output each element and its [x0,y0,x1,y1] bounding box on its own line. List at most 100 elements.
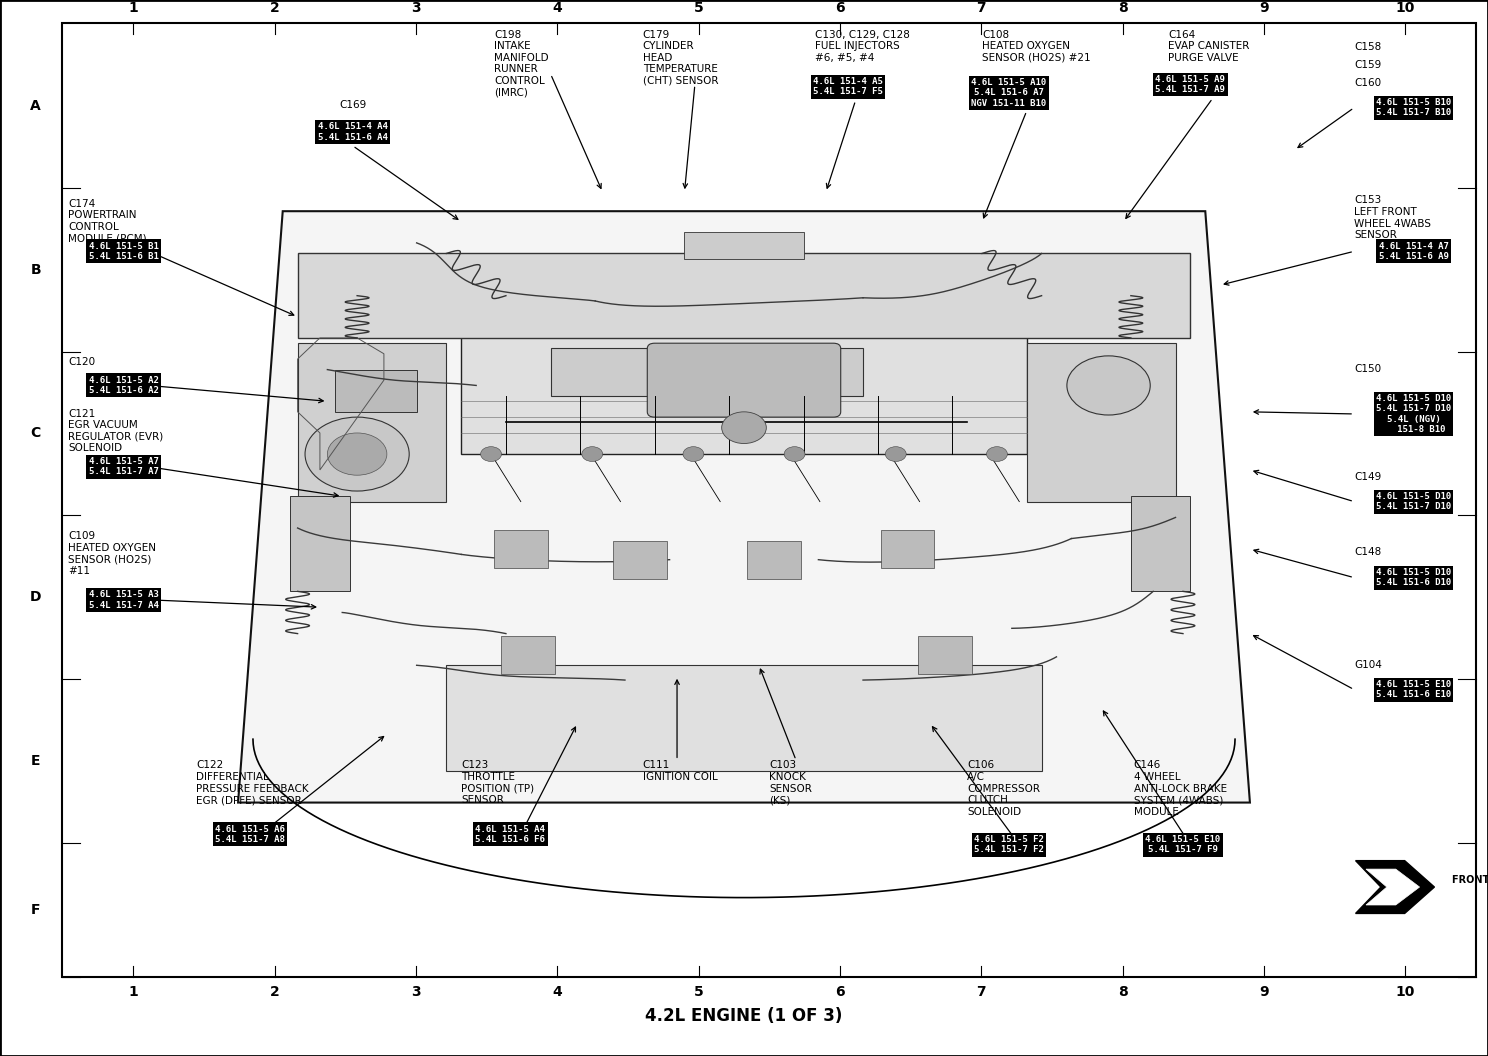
Text: 4.6L 151-5 A3
5.4L 151-7 A4: 4.6L 151-5 A3 5.4L 151-7 A4 [89,590,158,609]
Bar [613,541,667,579]
Bar [551,348,744,396]
Circle shape [784,447,805,461]
Bar [446,665,1042,771]
Text: 4.6L 151-5 E10
5.4L 151-7 F9: 4.6L 151-5 E10 5.4L 151-7 F9 [1146,835,1220,854]
Text: 4.6L 151-5 A7
5.4L 151-7 A7: 4.6L 151-5 A7 5.4L 151-7 A7 [89,457,158,476]
Text: 4.6L 151-5 D10
5.4L 151-6 D10: 4.6L 151-5 D10 5.4L 151-6 D10 [1376,568,1451,587]
Text: C106
A/C
COMPRESSOR
CLUTCH
SOLENOID: C106 A/C COMPRESSOR CLUTCH SOLENOID [967,760,1040,816]
Text: 1: 1 [128,1,138,15]
Bar [501,636,555,674]
Text: 4: 4 [552,1,562,15]
Text: 7: 7 [976,985,987,999]
Bar [290,496,350,591]
Text: C148: C148 [1354,547,1381,557]
Bar [1131,496,1190,591]
Circle shape [987,447,1007,461]
Text: C109
HEATED OXYGEN
SENSOR (HO2S)
#11: C109 HEATED OXYGEN SENSOR (HO2S) #11 [68,531,156,576]
Text: 6: 6 [835,1,845,15]
Text: F: F [31,903,40,917]
Text: D: D [30,590,42,604]
Text: C108
HEATED OXYGEN
SENSOR (HO2S) #21: C108 HEATED OXYGEN SENSOR (HO2S) #21 [982,30,1091,62]
Text: 7: 7 [976,1,987,15]
Text: 4.2L ENGINE (1 OF 3): 4.2L ENGINE (1 OF 3) [646,1006,842,1025]
Text: 5: 5 [693,1,704,15]
Text: A: A [30,98,42,113]
Text: C198
INTAKE
MANIFOLD
RUNNER
CONTROL
(IMRC): C198 INTAKE MANIFOLD RUNNER CONTROL (IMR… [494,30,549,97]
Text: C103
KNOCK
SENSOR
(KS): C103 KNOCK SENSOR (KS) [769,760,812,805]
Text: C: C [31,427,40,440]
Text: E: E [31,754,40,768]
Text: 9: 9 [1259,1,1269,15]
Bar [918,636,972,674]
Text: 4.6L 151-5 A2
5.4L 151-6 A2: 4.6L 151-5 A2 5.4L 151-6 A2 [89,376,158,395]
Text: C179
CYLINDER
HEAD
TEMPERATURE
(CHT) SENSOR: C179 CYLINDER HEAD TEMPERATURE (CHT) SEN… [643,30,719,86]
Text: 4.6L 151-5 A6
5.4L 151-7 A8: 4.6L 151-5 A6 5.4L 151-7 A8 [216,825,284,844]
Text: G104: G104 [1354,660,1382,670]
Text: C123
THROTTLE
POSITION (TP)
SENSOR: C123 THROTTLE POSITION (TP) SENSOR [461,760,534,805]
Text: 4.6L 151-5 D10
5.4L 151-7 D10: 4.6L 151-5 D10 5.4L 151-7 D10 [1376,492,1451,511]
Circle shape [683,447,704,461]
Text: 5: 5 [693,985,704,999]
Text: 4.6L 151-5 B1
5.4L 151-6 B1: 4.6L 151-5 B1 5.4L 151-6 B1 [89,242,158,261]
Bar [494,530,548,568]
Text: 4.6L 151-4 A7
5.4L 151-6 A9: 4.6L 151-4 A7 5.4L 151-6 A9 [1379,242,1448,261]
Text: 2: 2 [269,1,280,15]
FancyBboxPatch shape [647,343,841,417]
Circle shape [305,417,409,491]
Bar [298,343,446,502]
Bar [298,253,1190,338]
Bar [744,348,863,396]
Text: 1: 1 [128,985,138,999]
Text: C153
LEFT FRONT
WHEEL 4WABS
SENSOR: C153 LEFT FRONT WHEEL 4WABS SENSOR [1354,195,1431,240]
Bar [747,541,801,579]
Text: C164
EVAP CANISTER
PURGE VALVE: C164 EVAP CANISTER PURGE VALVE [1168,30,1250,62]
Text: C120: C120 [68,357,95,366]
Text: 3: 3 [411,1,421,15]
Bar [335,370,417,412]
Text: C174
POWERTRAIN
CONTROL
MODULE (PCM): C174 POWERTRAIN CONTROL MODULE (PCM) [68,199,147,243]
Bar [461,306,1027,454]
Text: C169: C169 [339,100,366,110]
Text: 4.6L 151-5 A9
5.4L 151-7 A9: 4.6L 151-5 A9 5.4L 151-7 A9 [1156,75,1225,94]
Circle shape [582,447,603,461]
Text: 2: 2 [269,985,280,999]
Text: FRONT OF VEHICLE: FRONT OF VEHICLE [1452,874,1488,885]
Text: 8: 8 [1117,985,1128,999]
Bar [881,530,934,568]
Text: 4: 4 [552,985,562,999]
Text: C159: C159 [1354,60,1381,70]
Text: C121
EGR VACUUM
REGULATOR (EVR)
SOLENOID: C121 EGR VACUUM REGULATOR (EVR) SOLENOID [68,409,164,453]
Text: 4.6L 151-5 E10
5.4L 151-6 E10: 4.6L 151-5 E10 5.4L 151-6 E10 [1376,680,1451,699]
Circle shape [1067,356,1150,415]
Text: C146
4 WHEEL
ANTI-LOCK BRAKE
SYSTEM (4WABS)
MODULE: C146 4 WHEEL ANTI-LOCK BRAKE SYSTEM (4WA… [1134,760,1228,816]
Text: 4.6L 151-4 A5
5.4L 151-7 F5: 4.6L 151-4 A5 5.4L 151-7 F5 [814,77,882,96]
Text: 3: 3 [411,985,421,999]
Text: B: B [30,263,42,277]
Text: 4.6L 151-4 A4
5.4L 151-6 A4: 4.6L 151-4 A4 5.4L 151-6 A4 [318,122,387,142]
Text: C111
IGNITION COIL: C111 IGNITION COIL [643,760,717,781]
Text: C149: C149 [1354,472,1381,482]
Text: 4.6L 151-5 F2
5.4L 151-7 F2: 4.6L 151-5 F2 5.4L 151-7 F2 [975,835,1043,854]
Polygon shape [238,211,1250,803]
Polygon shape [1356,861,1434,913]
Bar [684,232,804,259]
Text: C150: C150 [1354,364,1381,374]
Text: C158: C158 [1354,42,1381,52]
Text: 4.6L 151-5 A4
5.4L 151-6 F6: 4.6L 151-5 A4 5.4L 151-6 F6 [476,825,545,844]
Text: 8: 8 [1117,1,1128,15]
Circle shape [481,447,501,461]
Text: C160: C160 [1354,78,1381,88]
Circle shape [885,447,906,461]
Circle shape [327,433,387,475]
Text: 6: 6 [835,985,845,999]
Polygon shape [1366,869,1420,905]
Text: 4.6L 151-5 B10
5.4L 151-7 B10: 4.6L 151-5 B10 5.4L 151-7 B10 [1376,98,1451,117]
Text: C130, C129, C128
FUEL INJECTORS
#6, #5, #4: C130, C129, C128 FUEL INJECTORS #6, #5, … [815,30,911,62]
Text: C122
DIFFERENTIAL
PRESSURE FEEDBACK
EGR (DPFE) SENSOR: C122 DIFFERENTIAL PRESSURE FEEDBACK EGR … [196,760,310,805]
Text: 9: 9 [1259,985,1269,999]
Text: 10: 10 [1396,985,1415,999]
Text: 4.6L 151-5 A10
5.4L 151-6 A7
NGV 151-11 B10: 4.6L 151-5 A10 5.4L 151-6 A7 NGV 151-11 … [972,78,1046,108]
Text: 4.6L 151-5 D10
5.4L 151-7 D10
5.4L (NGV)
   151-8 B10: 4.6L 151-5 D10 5.4L 151-7 D10 5.4L (NGV)… [1376,394,1451,434]
Text: 10: 10 [1396,1,1415,15]
Circle shape [722,412,766,444]
